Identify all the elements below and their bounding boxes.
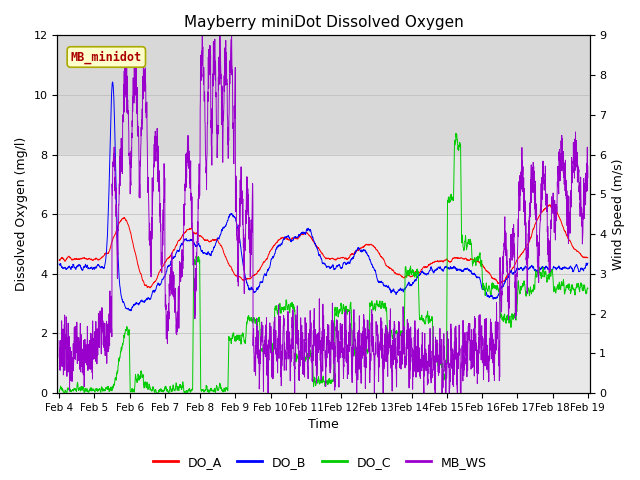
Y-axis label: Wind Speed (m/s): Wind Speed (m/s)	[612, 158, 625, 270]
Bar	[58, 155, 589, 393]
Y-axis label: Dissolved Oxygen (mg/l): Dissolved Oxygen (mg/l)	[15, 137, 28, 291]
Text: MB_minidot: MB_minidot	[70, 50, 142, 64]
X-axis label: Time: Time	[308, 419, 339, 432]
Legend: DO_A, DO_B, DO_C, MB_WS: DO_A, DO_B, DO_C, MB_WS	[148, 451, 492, 474]
Title: Mayberry miniDot Dissolved Oxygen: Mayberry miniDot Dissolved Oxygen	[184, 15, 463, 30]
Bar	[58, 36, 589, 155]
